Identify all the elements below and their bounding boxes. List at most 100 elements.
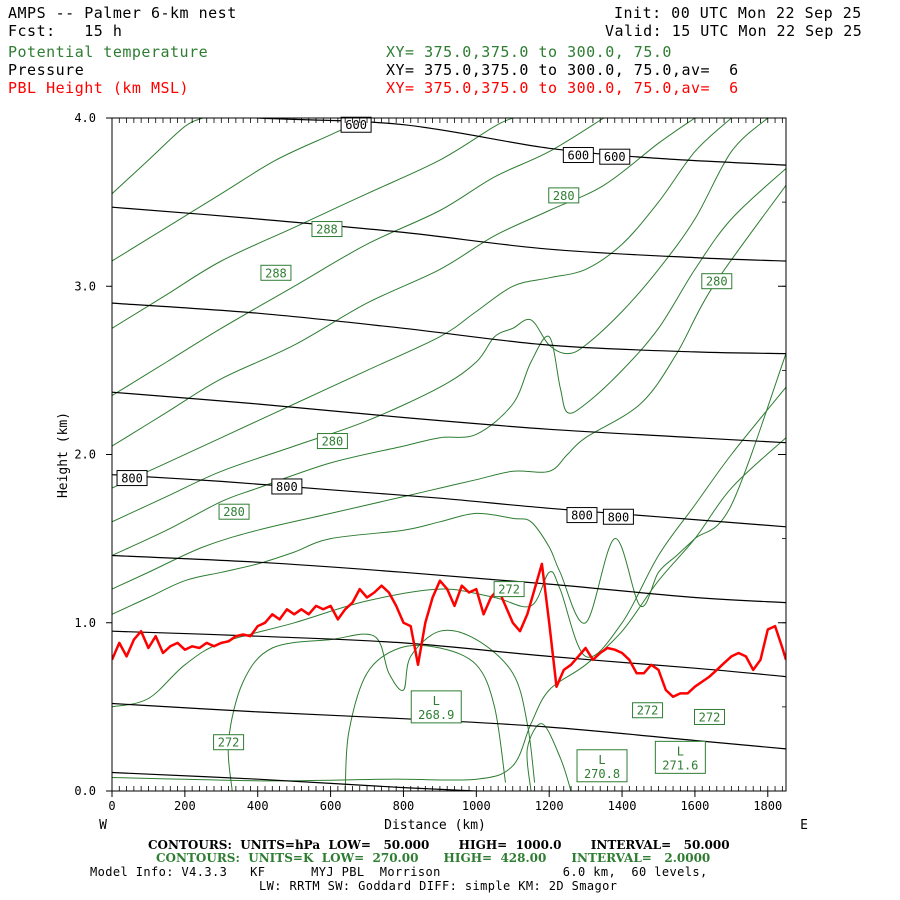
pbl-height-line bbox=[112, 562, 786, 699]
theta-contour-label: 280 bbox=[322, 435, 344, 449]
x-tick-label: 1800 bbox=[753, 799, 782, 813]
theta-contour-line bbox=[112, 386, 786, 708]
theta-contour-line bbox=[112, 118, 605, 397]
theta-low-letter: L bbox=[677, 744, 684, 758]
pressure-contour-line bbox=[112, 474, 786, 528]
pressure-contour-label: 600 bbox=[345, 118, 367, 132]
theta-contour-label: 280 bbox=[706, 275, 728, 289]
x-axis-label: Distance (km) bbox=[384, 818, 486, 833]
pressure-contour-line bbox=[112, 302, 786, 355]
theta-low-box bbox=[576, 749, 628, 783]
y-tick-label: 3.0 bbox=[74, 279, 96, 293]
y-tick-label: 2.0 bbox=[74, 448, 96, 462]
theta-contour-label: 272 bbox=[699, 710, 721, 724]
theta-contour-label-box bbox=[311, 221, 343, 238]
pressure-contour-label-box bbox=[271, 478, 303, 495]
theta-contour-label: 288 bbox=[316, 223, 338, 237]
theta-low-contour bbox=[227, 629, 536, 791]
y-tick-label: 4.0 bbox=[74, 111, 96, 125]
theta-contour-label-box bbox=[218, 503, 250, 520]
pressure-contour-label-box bbox=[602, 508, 634, 525]
footer-physics-info: LW: RRTM SW: Goddard DIFF: simple KM: 2D… bbox=[259, 879, 618, 893]
pressure-contour-line bbox=[112, 554, 786, 604]
x-tick-label: 1600 bbox=[680, 799, 709, 813]
pressure-contour-line bbox=[246, 118, 786, 166]
theta-contour-label-box bbox=[632, 702, 664, 719]
x-tick-label: 1200 bbox=[535, 799, 564, 813]
pressure-contour-label: 800 bbox=[608, 510, 630, 524]
pressure-contour-line bbox=[112, 391, 786, 444]
pressure-contour-line bbox=[112, 206, 786, 262]
pressure-contour-label: 800 bbox=[276, 480, 298, 494]
footer-model-info: Model Info: V4.3.3 KF MYJ PBL Morrison 6… bbox=[90, 865, 708, 879]
pressure-contour-label: 600 bbox=[567, 149, 589, 163]
theta-contour-label-box bbox=[213, 734, 245, 751]
footer-theta-contours: CONTOURS: UNITS=K LOW= 270.00 HIGH= 428.… bbox=[156, 851, 711, 865]
pressure-contour-label-box bbox=[340, 116, 372, 133]
y-tick-label: 0.0 bbox=[74, 784, 96, 798]
theta-contour-label-box bbox=[260, 264, 292, 281]
pressure-contour-line bbox=[112, 630, 786, 678]
theta-low-letter: L bbox=[598, 753, 605, 767]
theta-contour-label-box bbox=[548, 187, 580, 204]
pressure-contour-label-box bbox=[599, 148, 631, 165]
x-tick-label: 1000 bbox=[462, 799, 491, 813]
x-tick-label: 1400 bbox=[608, 799, 637, 813]
y-tick-label: 1.0 bbox=[74, 616, 96, 630]
theta-contour-line bbox=[112, 118, 368, 262]
pbl-height-series bbox=[112, 562, 786, 699]
theta-contour-label-box bbox=[701, 273, 733, 290]
theta-contour-line bbox=[112, 185, 786, 590]
theta-contour-label: 280 bbox=[223, 505, 245, 519]
theta-contour-line bbox=[112, 118, 514, 329]
theta-contour-line bbox=[112, 168, 786, 556]
theta-contour-label-box bbox=[316, 433, 348, 450]
contour-labels: 600 600 600 800 800 800 800 288 288 280 280 280 280 2… bbox=[116, 116, 733, 783]
theta-low-letter: L bbox=[433, 694, 440, 708]
field-name-pressure: Pressure bbox=[8, 61, 85, 79]
x-tick-label: 600 bbox=[320, 799, 342, 813]
field-xy-pressure: XY= 375.0,375.0 to 300.0, 75.0,av= 6 bbox=[386, 61, 739, 79]
pressure-contour-label-box bbox=[566, 507, 598, 524]
theta-contour-line bbox=[112, 118, 732, 489]
footer-pressure-contours: CONTOURS: UNITS=hPa LOW= 50.000 HIGH= 10… bbox=[148, 838, 730, 852]
theta-contour-label-box bbox=[693, 708, 725, 725]
init-time: Init: 00 UTC Mon 22 Sep 25 bbox=[614, 4, 862, 22]
theta-contour-label: 288 bbox=[265, 266, 287, 280]
x-tick-label: 0 bbox=[108, 799, 115, 813]
east-label: E bbox=[800, 818, 808, 833]
theta-low-value: 271.6 bbox=[662, 758, 698, 772]
pressure-contour-label: 800 bbox=[121, 472, 143, 486]
west-label: W bbox=[99, 818, 107, 833]
forecast-hour: Fcst: 15 h bbox=[8, 22, 123, 40]
theta-low-box bbox=[654, 740, 706, 774]
theta-low-value: 268.9 bbox=[418, 708, 454, 722]
field-xy-theta: XY= 375.0,375.0 to 300.0, 75.0 bbox=[386, 43, 672, 61]
pressure-contour-label-box bbox=[116, 470, 148, 487]
field-name-theta: Potential temperature bbox=[8, 43, 209, 61]
theta-contour-label: 272 bbox=[498, 583, 520, 597]
pressure-contour-line bbox=[112, 771, 485, 791]
theta-contour-line bbox=[112, 118, 769, 523]
theta-contour-line bbox=[112, 437, 786, 782]
theta-contour-label-box bbox=[493, 581, 525, 598]
chart-title: AMPS -- Palmer 6-km nest bbox=[8, 4, 237, 22]
theta-low-contour bbox=[526, 723, 572, 791]
theta-contour-label: 272 bbox=[218, 736, 240, 750]
valid-time: Valid: 15 UTC Mon 22 Sep 25 bbox=[605, 22, 863, 40]
theta-contour-label: 272 bbox=[637, 704, 659, 718]
y-axis-label: Height (km) bbox=[56, 412, 71, 498]
field-name-pbl: PBL Height (km MSL) bbox=[8, 79, 190, 97]
pressure-contours bbox=[112, 118, 786, 791]
pressure-contour-label-box bbox=[562, 147, 594, 164]
x-tick-label: 800 bbox=[393, 799, 415, 813]
pressure-contour-label: 800 bbox=[571, 509, 593, 523]
theta-contour-line bbox=[112, 118, 696, 447]
theta-contour-line bbox=[112, 353, 786, 624]
theta-contours bbox=[112, 118, 786, 791]
pressure-contour-label: 600 bbox=[604, 150, 626, 164]
theta-low-value: 270.8 bbox=[584, 767, 620, 781]
x-tick-label: 400 bbox=[247, 799, 269, 813]
theta-contour-line bbox=[112, 118, 204, 195]
